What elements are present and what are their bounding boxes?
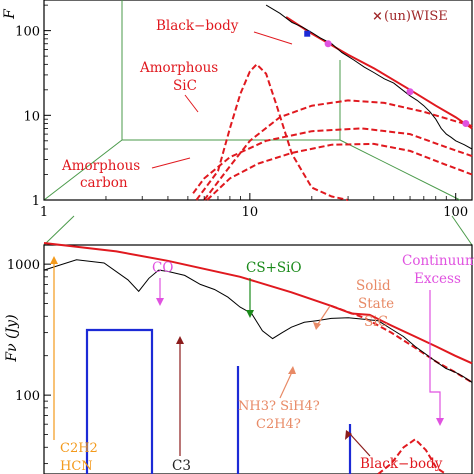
ytick-label: 1000 [7,258,40,273]
series-amorphous-carbon [192,127,473,194]
annotation-cs-sio: CS+SiO [246,260,302,276]
annotation-continuum-2: Excess [414,271,461,287]
xtick-label: 100 [443,205,468,220]
arrow-carbon [151,157,191,169]
top-annotation-sic-line2: SiC [173,78,197,94]
arrow-blackbody [349,433,371,457]
bottom-ticks-group: 100 1000 [7,258,51,465]
top-points-group [304,30,470,128]
data-point-blue [304,30,311,37]
annotation-c3: C3 [172,458,191,474]
arrow-sic [184,94,199,113]
top-xtick-labels: 1 10 100 [40,205,468,220]
bottom-ylabel: Fν (Jy) [4,314,20,362]
series-black-body [285,16,473,130]
series-amorphous-sic-broad [203,99,473,201]
arrow-blackbody [253,31,293,45]
top-perspective-box [43,0,461,201]
zoom-connector [43,215,473,246]
data-point-magenta [324,40,332,48]
data-point-magenta [462,120,470,128]
arrow-nh3 [279,371,293,399]
arrow-sic [317,305,331,325]
arrow-continuum [429,290,441,420]
annotation-blackbody: Black−body [360,456,443,472]
top-panel: 1 10 100 F × (un)WISE Black−body Amorphous… [2,0,473,209]
legend-marker: × [372,9,383,24]
series-solid-state-sic [377,438,447,474]
arrowheads [50,256,444,440]
xtick-label: 1 [40,205,48,220]
annotation-hcn: HCN [60,459,93,474]
ytick-label: 100 [15,389,40,404]
annotation-co: CO [152,260,173,276]
top-ticks-group: 1 10 100 [15,4,457,209]
annotation-continuum-1: Continuum [402,253,474,269]
series-spectrum [265,4,473,150]
top-plot-frame [43,0,473,201]
blue-step-lines [85,328,352,474]
top-annotation-carbon-line1: Amorphous [61,158,140,174]
data-point-magenta [406,88,414,96]
annotation-c2h2: C2H2 [60,441,98,456]
bottom-series-group [43,242,473,474]
top-series-group [192,4,473,201]
ytick-label: 10 [23,109,40,124]
series-amorphous-carbon-2 [206,142,473,201]
series-spectrum [43,259,473,383]
top-annotation-carbon-line2: carbon [80,175,128,191]
annotation-sic-2: State [358,296,394,312]
top-annotation-sic-line1: Amorphous [139,60,218,76]
ytick-label: 100 [15,25,40,40]
annotation-nh3-2: C2H4? [256,417,301,432]
bottom-panel: 100 1000 Fν (Jy) CO CS+SiO Solid State Si… [4,242,474,474]
ytick-label: 1 [32,194,40,209]
annotation-sic-3: SiC [364,314,388,330]
bottom-annotation-arrows [53,262,441,457]
top-annotation-arrows [151,31,293,169]
top-ylabel: F [2,8,18,20]
annotation-sic-1: Solid [356,278,391,294]
annotation-nh3-1: NH3? SiH4? [238,399,320,414]
series-amorphous-sic [195,62,349,201]
legend-label: (un)WISE [384,9,448,24]
top-annotation-blackbody: Black−body [156,18,239,34]
xtick-label: 10 [242,205,259,220]
bottom-plot-frame [43,244,473,474]
